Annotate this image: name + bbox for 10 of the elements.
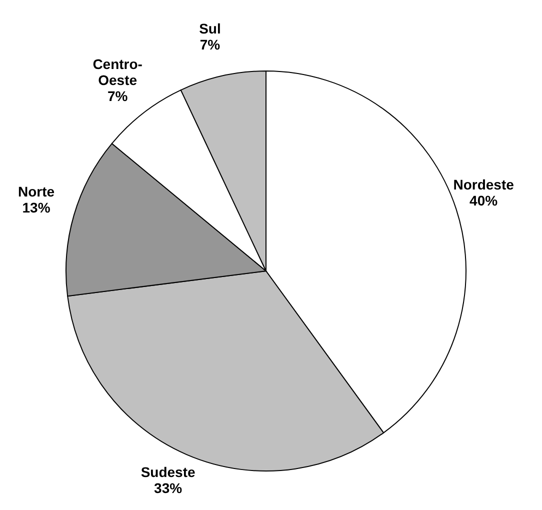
data-label: 13% <box>22 199 51 216</box>
slice-label: Centro-Oeste <box>92 56 143 88</box>
data-label: 7% <box>200 36 221 52</box>
data-label: 7% <box>107 88 128 104</box>
data-label: 40% <box>470 192 498 208</box>
slice-label: Nordeste <box>453 176 514 192</box>
slice-label: Sul <box>199 20 221 36</box>
data-label: 33% <box>154 479 183 496</box>
slice-label: Sudeste <box>140 463 196 480</box>
slice-label: Norte <box>18 183 55 200</box>
